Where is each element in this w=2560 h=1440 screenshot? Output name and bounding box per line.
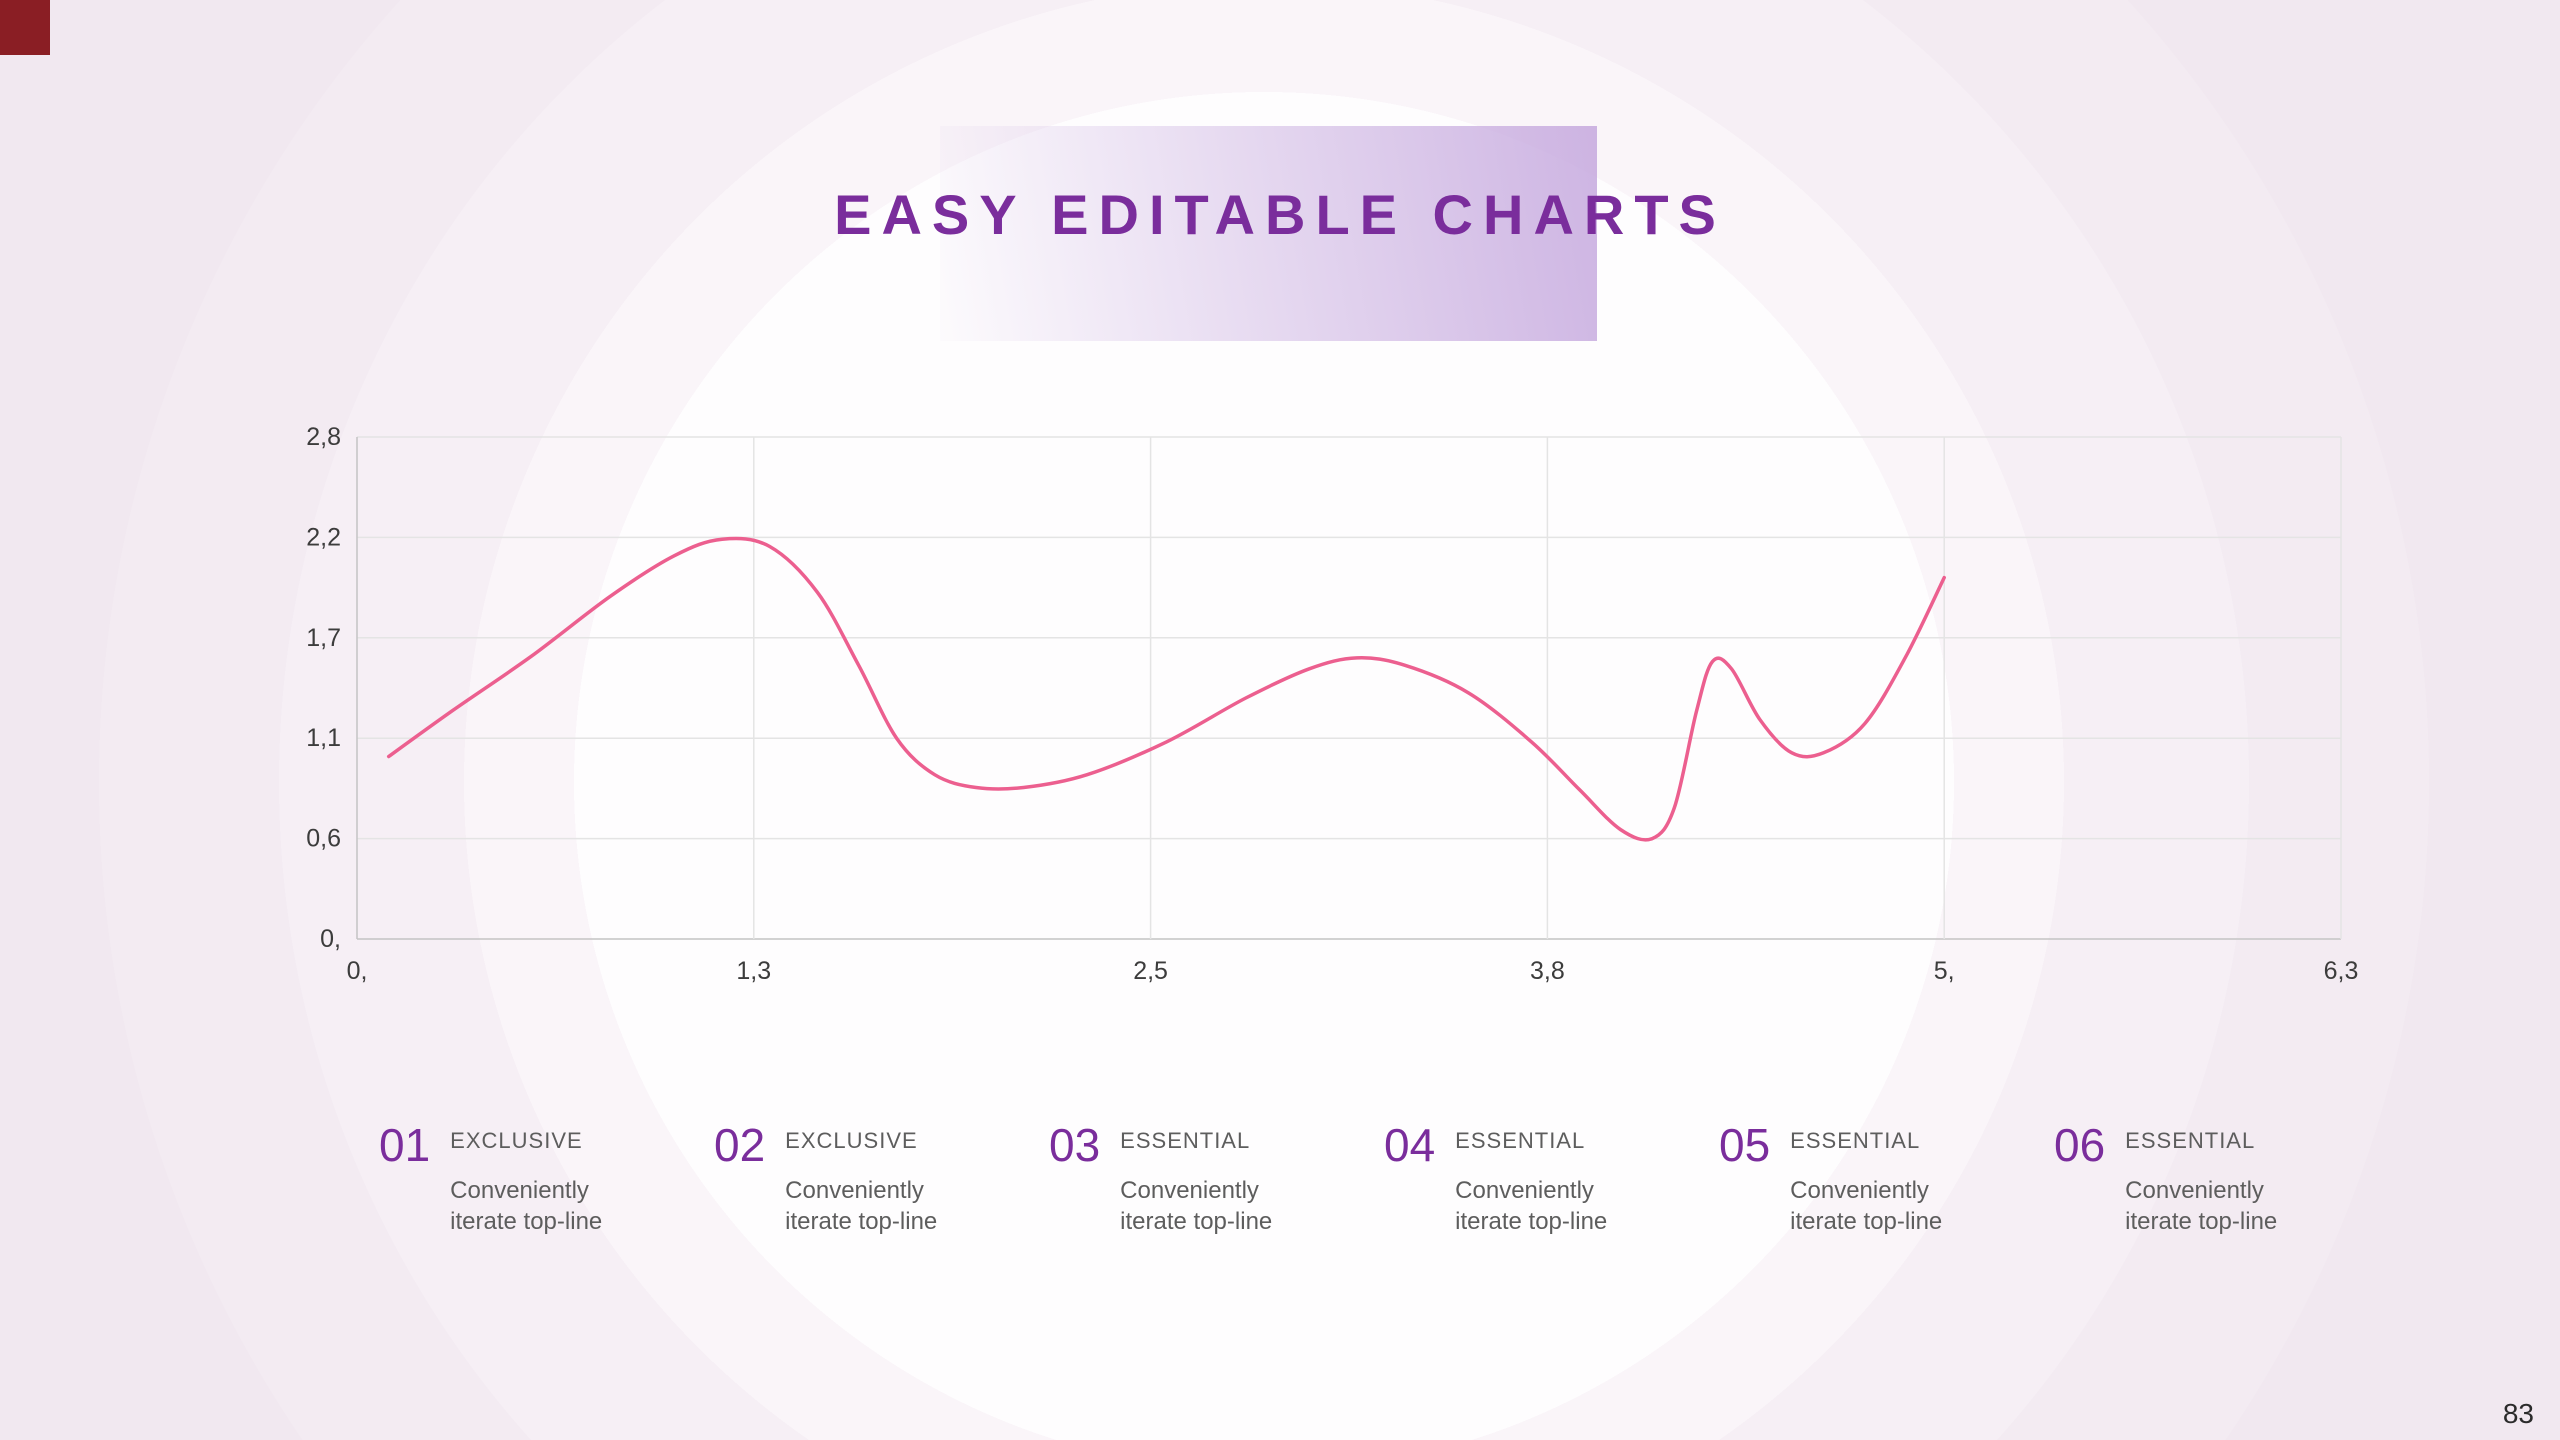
- x-tick-label: 0,: [347, 957, 368, 985]
- slide-title: EASY EDITABLE CHARTS: [834, 183, 1726, 246]
- feature-number: 01: [379, 1119, 431, 1171]
- feature-number: 02: [714, 1119, 766, 1171]
- feature-description: Conveniently iterate top-line: [450, 1177, 603, 1235]
- feature-label: ESSENTIAL: [1455, 1128, 1586, 1153]
- chart-svg: 2,8 2,2 1,7 1,1 0,6 0,0, 1,3 2,5 3,8 5, 6,3: [306, 423, 2359, 985]
- title-highlight: [940, 126, 1597, 341]
- feature-description: Conveniently iterate top-line: [785, 1177, 938, 1235]
- feature-description: Conveniently iterate top-line: [2125, 1177, 2278, 1235]
- feature-item: 01 EXCLUSIVE Conveniently iterate top-li…: [379, 1122, 714, 1237]
- page-number: 83: [2502, 1398, 2534, 1429]
- corner-accent: [0, 0, 50, 55]
- feature-list: 01 EXCLUSIVE Conveniently iterate top-li…: [379, 1122, 2389, 1237]
- feature-number: 03: [1049, 1119, 1101, 1171]
- feature-label: ESSENTIAL: [1790, 1128, 1921, 1153]
- y-tick-label: 1,1: [306, 724, 341, 752]
- feature-description: Conveniently iterate top-line: [1455, 1177, 1608, 1235]
- y-tick-label: 2,8: [306, 427, 341, 451]
- feature-description: Conveniently iterate top-line: [1120, 1177, 1273, 1235]
- y-tick-label: 1,7: [306, 624, 341, 652]
- chart-line-series: [386, 536, 1946, 842]
- feature-label: ESSENTIAL: [2125, 1128, 2256, 1153]
- y-tick-label: 2,2: [306, 523, 341, 551]
- feature-item: 02 EXCLUSIVE Conveniently iterate top-li…: [714, 1122, 1049, 1237]
- feature-item: 04 ESSENTIAL Conveniently iterate top-li…: [1384, 1122, 1719, 1237]
- feature-label: ESSENTIAL: [1120, 1128, 1251, 1153]
- line-chart: 2,8 2,2 1,7 1,1 0,6 0, 0, 1,3 2,5 3,8 5, 6,3: [297, 423, 2397, 1007]
- y-tick-label: 0,: [320, 925, 341, 953]
- feature-number: 05: [1719, 1119, 1771, 1171]
- x-tick-label: 1,3: [736, 957, 771, 985]
- x-tick-label: 3,8: [1530, 957, 1565, 985]
- feature-item: 05 ESSENTIAL Conveniently iterate top-li…: [1719, 1122, 2054, 1237]
- feature-description: Conveniently iterate top-line: [1790, 1177, 1943, 1235]
- x-tick-label: 5,: [1934, 957, 1955, 985]
- feature-number: 04: [1384, 1119, 1436, 1171]
- y-tick-label: 0,6: [306, 825, 341, 853]
- x-tick-label: 6,3: [2324, 957, 2359, 985]
- feature-item: 03 ESSENTIAL Conveniently iterate top-li…: [1049, 1122, 1384, 1237]
- feature-number: 06: [2054, 1119, 2106, 1171]
- feature-item: 06 ESSENTIAL Conveniently iterate top-li…: [2054, 1122, 2389, 1237]
- feature-label: EXCLUSIVE: [450, 1128, 583, 1153]
- feature-label: EXCLUSIVE: [785, 1128, 918, 1153]
- x-tick-label: 2,5: [1133, 957, 1168, 985]
